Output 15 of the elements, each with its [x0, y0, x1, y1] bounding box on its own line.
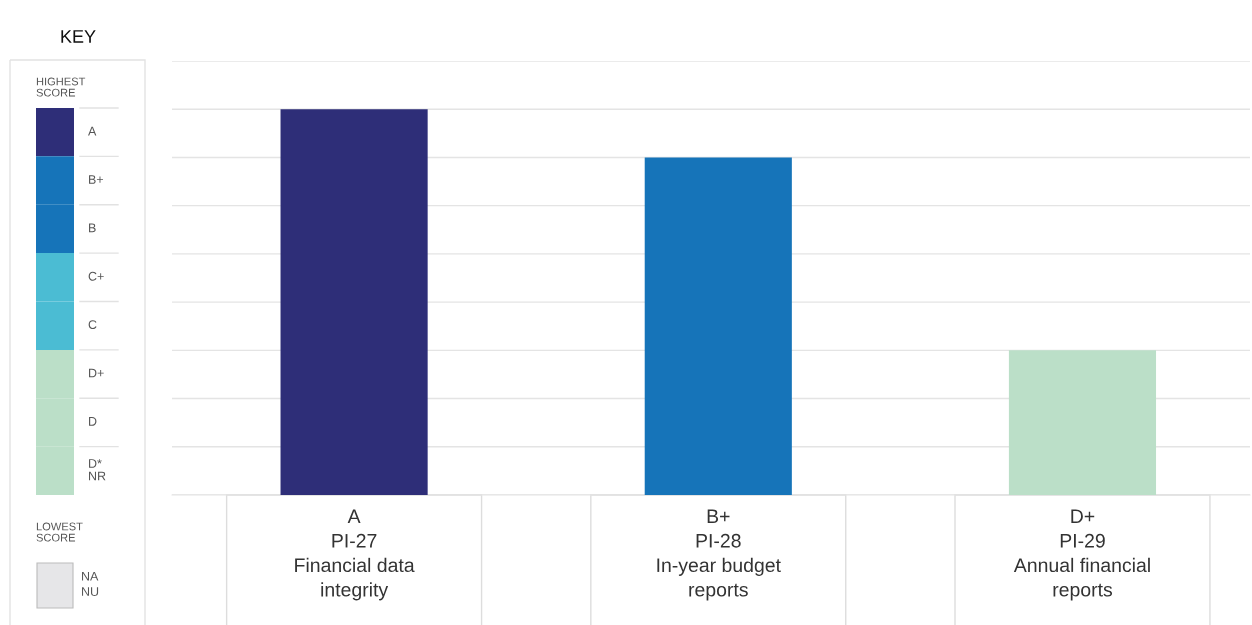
category-label: D* NR — [89, 459, 106, 481]
category-label: D — [89, 417, 97, 426]
x-tick-label: B+ PI-28 In-year budget reports — [657, 509, 781, 601]
text: KEY — [61, 30, 96, 43]
text: HIGHEST SCORE — [36, 77, 86, 97]
category-label: B — [89, 223, 96, 233]
category-label: D+ — [89, 368, 104, 378]
x-tick-label: A PI-27 Financial data integrity — [295, 509, 415, 601]
text: LOWEST SCORE — [36, 522, 83, 542]
x-tick-label: D+ PI-29 Annual financial reports — [1013, 509, 1150, 601]
category-label: C — [88, 320, 97, 330]
category-label: NA NU — [82, 571, 99, 596]
category-label: C+ — [88, 271, 104, 281]
category-label: A — [88, 126, 97, 136]
category-label: B+ — [89, 175, 104, 184]
